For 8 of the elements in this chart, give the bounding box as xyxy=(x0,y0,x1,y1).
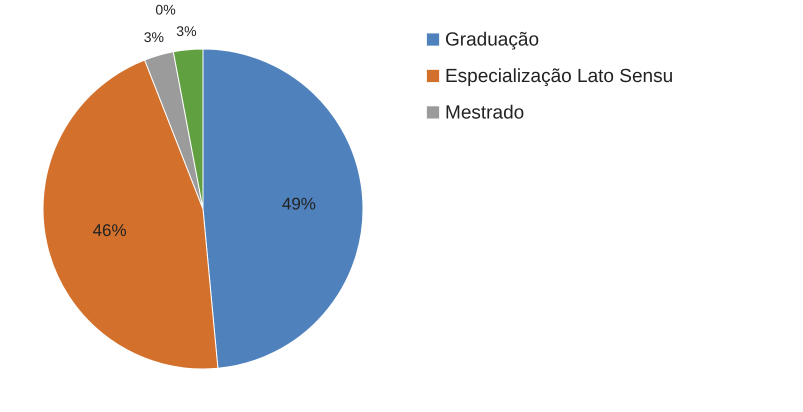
legend-label: Graduação xyxy=(445,30,540,51)
legend-label: Mestrado xyxy=(445,102,524,124)
data-label: 3% xyxy=(176,22,197,39)
data-label: 49% xyxy=(282,194,316,214)
legend-label: Especialização Lato Sensu xyxy=(445,66,674,87)
data-label: 46% xyxy=(92,221,127,240)
data-label: 3% xyxy=(144,28,164,45)
text: 0% xyxy=(155,2,176,18)
